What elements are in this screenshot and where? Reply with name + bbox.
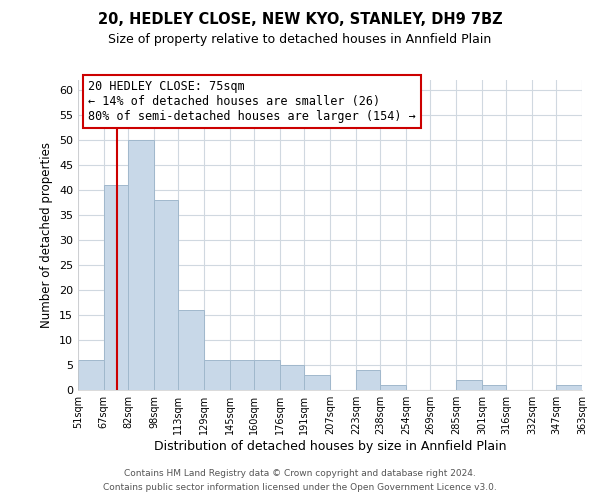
- Y-axis label: Number of detached properties: Number of detached properties: [40, 142, 53, 328]
- Bar: [204, 360, 230, 390]
- Text: 20, HEDLEY CLOSE, NEW KYO, STANLEY, DH9 7BZ: 20, HEDLEY CLOSE, NEW KYO, STANLEY, DH9 …: [98, 12, 502, 28]
- Bar: [154, 200, 178, 390]
- Bar: [230, 360, 254, 390]
- Bar: [78, 360, 104, 390]
- Bar: [254, 360, 280, 390]
- Text: Contains HM Land Registry data © Crown copyright and database right 2024.: Contains HM Land Registry data © Crown c…: [124, 468, 476, 477]
- Bar: [456, 380, 482, 390]
- X-axis label: Distribution of detached houses by size in Annfield Plain: Distribution of detached houses by size …: [154, 440, 506, 453]
- Bar: [104, 185, 128, 390]
- Text: Contains public sector information licensed under the Open Government Licence v3: Contains public sector information licen…: [103, 484, 497, 492]
- Bar: [304, 375, 330, 390]
- Bar: [178, 310, 204, 390]
- Bar: [128, 140, 154, 390]
- Bar: [280, 365, 304, 390]
- Text: 20 HEDLEY CLOSE: 75sqm
← 14% of detached houses are smaller (26)
80% of semi-det: 20 HEDLEY CLOSE: 75sqm ← 14% of detached…: [88, 80, 416, 123]
- Bar: [482, 385, 506, 390]
- Bar: [356, 370, 380, 390]
- Bar: [380, 385, 406, 390]
- Bar: [556, 385, 582, 390]
- Text: Size of property relative to detached houses in Annfield Plain: Size of property relative to detached ho…: [109, 32, 491, 46]
